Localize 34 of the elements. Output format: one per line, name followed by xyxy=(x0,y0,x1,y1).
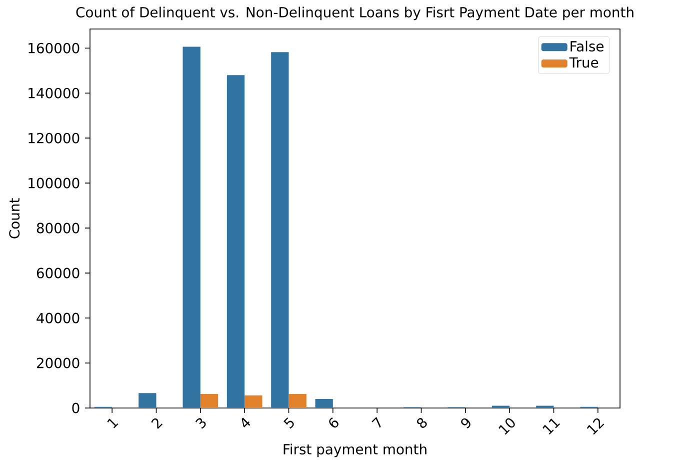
x-tick-label: 3 xyxy=(195,418,206,429)
bar xyxy=(271,52,289,408)
bar xyxy=(244,395,262,408)
x-tick-label: 5 xyxy=(284,417,294,429)
bar xyxy=(182,46,200,408)
x-tick-label: 8 xyxy=(416,418,427,428)
chart-title: Count of Delinquent vs. Non-Delinquent Loans by Fisrt Payment Date per month xyxy=(76,6,634,20)
bar xyxy=(138,393,156,408)
x-tick-label: 12 xyxy=(586,418,604,435)
y-tick-label: 80000 xyxy=(36,222,80,234)
y-tick-label: 40000 xyxy=(36,312,80,324)
x-tick-label: 7 xyxy=(372,416,381,428)
x-axis-title: First payment month xyxy=(284,444,426,458)
y-tick-label: 0 xyxy=(72,402,80,414)
y-tick-label: 160000 xyxy=(28,42,80,54)
y-axis-title: Count xyxy=(9,198,20,238)
y-tick-label: 120000 xyxy=(28,132,80,144)
x-tick-label: 10 xyxy=(498,418,515,435)
x-tick-label: 6 xyxy=(329,417,338,428)
bar xyxy=(200,394,218,408)
legend-label: True xyxy=(569,57,598,68)
x-tick-label: 1 xyxy=(107,418,118,428)
bar xyxy=(315,399,333,408)
y-tick-label: 20000 xyxy=(36,358,80,368)
y-tick-label: 100000 xyxy=(28,178,80,188)
x-tick-label: 11 xyxy=(542,418,560,435)
legend-label: False xyxy=(570,40,604,52)
bar xyxy=(226,75,245,408)
x-tick-label: 2 xyxy=(151,418,163,429)
x-tick-label: 4 xyxy=(242,418,250,428)
bar xyxy=(288,394,306,408)
y-tick-label: 140000 xyxy=(28,88,80,98)
y-tick-label: 60000 xyxy=(36,268,80,278)
x-tick-label: 9 xyxy=(461,418,470,428)
